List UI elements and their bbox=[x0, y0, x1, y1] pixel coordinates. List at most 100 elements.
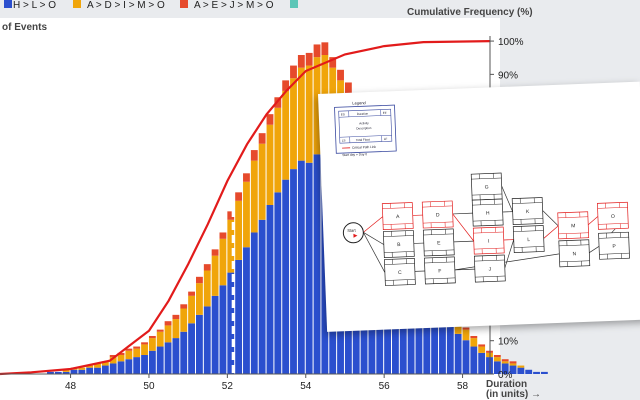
legend-swatch-0 bbox=[4, 0, 12, 8]
bar-1-31 bbox=[243, 181, 250, 248]
bar-1-15 bbox=[117, 354, 125, 362]
start-node-circle bbox=[342, 222, 364, 244]
network-diagram-card: Legend ES Duration EF Activity Descripti… bbox=[318, 81, 640, 332]
bar-2-21 bbox=[164, 321, 172, 326]
cumulative-frequency-line bbox=[0, 40, 491, 376]
start-link-2 bbox=[363, 232, 386, 273]
bar-0-6 bbox=[47, 371, 54, 374]
y2-tick-label-2: 90% bbox=[498, 70, 518, 81]
bar-2-33 bbox=[258, 133, 266, 144]
bar-0-57 bbox=[446, 325, 454, 374]
bar-2-27 bbox=[211, 249, 219, 256]
network-node-n9: I bbox=[472, 226, 505, 255]
bar-2-29 bbox=[227, 211, 235, 220]
bar-0-53 bbox=[415, 285, 423, 374]
network-link-13 bbox=[587, 216, 599, 225]
bar-2-20 bbox=[156, 329, 164, 332]
network-node-n13: M bbox=[557, 211, 590, 240]
bar-2-44 bbox=[344, 82, 352, 94]
network-node-n4: D bbox=[421, 200, 454, 229]
x-tick-label-5: 58 bbox=[457, 381, 469, 392]
bar-1-36 bbox=[282, 90, 290, 180]
bar-1-27 bbox=[211, 255, 219, 296]
bar-0-61 bbox=[478, 352, 486, 375]
bar-0-31 bbox=[243, 247, 250, 374]
bar-2-26 bbox=[203, 264, 211, 271]
bar-0-67 bbox=[525, 369, 533, 374]
network-node-n12: L bbox=[512, 225, 545, 253]
bar-2-38 bbox=[297, 55, 305, 68]
bar-0-28 bbox=[219, 285, 227, 374]
legend-critical-link-label: Critical Path Link bbox=[352, 145, 376, 150]
bar-2-36 bbox=[282, 80, 290, 91]
network-link-5 bbox=[453, 240, 474, 243]
network-node-label-n10: J bbox=[489, 266, 492, 272]
network-link-11 bbox=[543, 225, 559, 239]
bar-0-69 bbox=[540, 371, 548, 374]
bar-1-65 bbox=[509, 363, 517, 366]
bar-1-32 bbox=[250, 160, 258, 233]
network-node-n16: P bbox=[598, 231, 630, 260]
bar-1-28 bbox=[219, 238, 227, 286]
network-node-label-n8: H bbox=[486, 210, 490, 216]
bar-2-32 bbox=[250, 150, 258, 161]
bar-2-25 bbox=[196, 276, 203, 284]
bar-0-64 bbox=[501, 363, 509, 374]
left-axis-title: of Events bbox=[2, 22, 47, 33]
bar-1-59 bbox=[462, 329, 470, 341]
x-tick-label-1: 50 bbox=[143, 381, 155, 392]
bar-0-65 bbox=[509, 365, 517, 374]
bar-0-23 bbox=[180, 331, 188, 374]
bar-0-32 bbox=[250, 232, 258, 374]
network-nodes: A B C D E F G H I J K L M N O P bbox=[381, 172, 630, 286]
flag-icon bbox=[353, 233, 358, 238]
network-node-label-n2: B bbox=[397, 242, 401, 248]
network-legend: Legend ES Duration EF Activity Descripti… bbox=[334, 100, 397, 157]
bar-2-41 bbox=[321, 42, 329, 56]
legend-node-sample bbox=[338, 108, 393, 144]
bar-0-26 bbox=[203, 306, 211, 374]
network-node-n14: N bbox=[558, 239, 591, 268]
bar-0-17 bbox=[133, 357, 141, 374]
network-node-n2: B bbox=[382, 230, 415, 258]
legend-field-es: ES bbox=[341, 112, 345, 116]
network-legend-title: Legend bbox=[352, 100, 366, 106]
bar-0-56 bbox=[439, 316, 446, 374]
x-axis-ticks: 48 50 52 54 56 58 bbox=[65, 374, 469, 392]
network-link-3 bbox=[452, 212, 473, 215]
bar-2-23 bbox=[180, 304, 188, 309]
bar-0-40 bbox=[313, 154, 321, 374]
bar-1-16 bbox=[125, 350, 133, 360]
bar-2-16 bbox=[125, 348, 133, 351]
bar-2-22 bbox=[172, 314, 180, 320]
bar-0-10 bbox=[78, 369, 86, 374]
bar-2-63 bbox=[493, 354, 501, 358]
network-node-n3: C bbox=[384, 258, 416, 286]
network-link-14 bbox=[589, 246, 600, 253]
bar-2-42 bbox=[329, 57, 337, 68]
bar-2-60 bbox=[470, 335, 478, 339]
bar-2-31 bbox=[243, 173, 250, 182]
network-node-label-n3: C bbox=[398, 270, 402, 276]
bar-1-21 bbox=[164, 325, 172, 343]
bar-2-39 bbox=[305, 52, 313, 66]
bar-0-35 bbox=[274, 192, 282, 374]
bar-1-12 bbox=[94, 363, 101, 368]
network-node-label-n5: E bbox=[437, 240, 441, 246]
bar-2-30 bbox=[235, 192, 243, 201]
bar-0-12 bbox=[94, 367, 101, 374]
network-link-15 bbox=[454, 253, 560, 271]
bar-0-63 bbox=[493, 361, 501, 374]
network-link-7 bbox=[501, 185, 513, 212]
network-node-label-n11: K bbox=[526, 209, 530, 215]
bar-1-37 bbox=[290, 78, 297, 170]
bar-0-37 bbox=[290, 169, 297, 374]
start-link-0 bbox=[363, 216, 383, 233]
bar-0-8 bbox=[62, 371, 70, 374]
y2-tick-label-3: 100% bbox=[498, 37, 524, 48]
bar-0-59 bbox=[462, 340, 470, 374]
bar-0-22 bbox=[172, 338, 180, 374]
bar-0-13 bbox=[101, 365, 109, 374]
network-link-12 bbox=[542, 210, 559, 227]
legend-field-ls: LS bbox=[342, 138, 346, 142]
